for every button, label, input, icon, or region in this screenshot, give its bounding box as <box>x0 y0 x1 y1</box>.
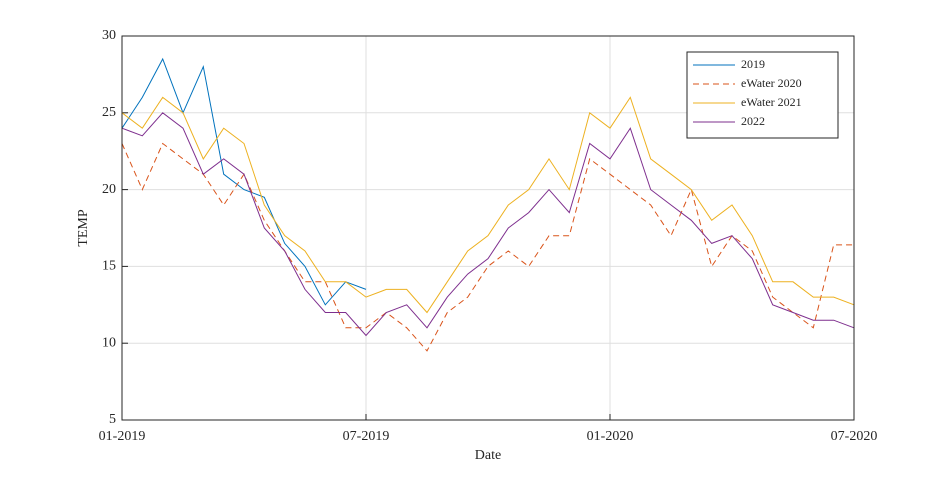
y-tick-label: 25 <box>102 105 116 120</box>
y-tick-label: 20 <box>102 182 116 197</box>
x-axis-label: Date <box>475 448 501 463</box>
line-series <box>121 112 855 337</box>
legend-label: 2022 <box>741 114 765 128</box>
legend-label: eWater 2020 <box>741 76 802 90</box>
legend-label: 2019 <box>741 57 765 71</box>
y-axis-label: TEMP <box>76 209 91 247</box>
legend-box <box>686 51 839 139</box>
x-tick-label: 01-2019 <box>99 429 146 444</box>
axes-box <box>121 35 855 421</box>
line-series <box>121 57 367 306</box>
legend-label: eWater 2021 <box>741 95 802 109</box>
y-tick-label: 5 <box>109 412 116 427</box>
y-tick-label: 15 <box>102 259 116 274</box>
y-tick-label: 30 <box>102 28 116 43</box>
x-tick-label: 07-2020 <box>831 429 878 444</box>
x-tick-label: 01-2020 <box>587 429 634 444</box>
line-series <box>121 142 854 352</box>
x-tick-label: 07-2019 <box>343 429 390 444</box>
y-tick-label: 10 <box>102 335 116 350</box>
line-series <box>121 96 855 314</box>
